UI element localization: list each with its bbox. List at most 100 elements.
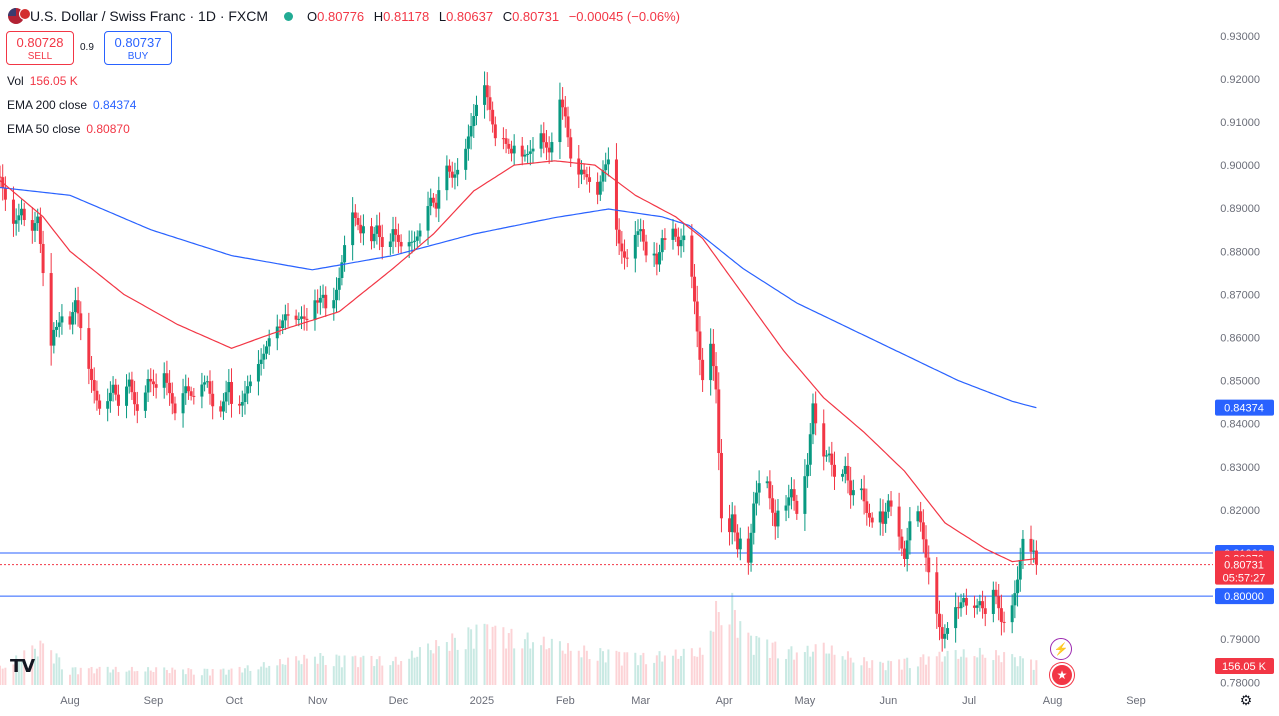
- candle-body: [501, 138, 505, 140]
- symbol-title[interactable]: U.S. Dollar / Swiss Franc · 1D · FXCM: [30, 8, 269, 24]
- volume-bar: [287, 657, 290, 685]
- volume-bar: [168, 673, 171, 685]
- candle-body: [267, 338, 271, 347]
- volume-bar: [981, 654, 984, 685]
- candle-body: [111, 384, 115, 393]
- candle-body: [671, 228, 675, 240]
- economic-event-icon[interactable]: ★: [1050, 663, 1074, 687]
- candle-body: [859, 488, 863, 491]
- volume-bar: [803, 652, 806, 685]
- volume-bar: [69, 674, 71, 685]
- y-tick-label: 0.88000: [1220, 246, 1260, 258]
- volume-bar: [567, 643, 570, 685]
- volume-bar: [95, 668, 98, 685]
- candle-body: [151, 381, 155, 385]
- volume-bar: [494, 625, 497, 685]
- candle-body: [184, 386, 188, 394]
- volume-bar: [682, 648, 685, 685]
- candle-body: [149, 378, 153, 382]
- candle-body: [186, 386, 190, 392]
- candle-body: [865, 501, 869, 513]
- candle-body: [227, 382, 231, 393]
- volume-bar: [246, 665, 249, 685]
- volume-bar: [265, 667, 268, 685]
- volume-bar: [357, 667, 360, 685]
- volume-bar: [607, 649, 610, 685]
- candle-body: [746, 538, 750, 563]
- candle-body: [248, 381, 252, 387]
- volume-bar: [709, 630, 712, 685]
- volume-bar: [206, 668, 209, 685]
- volume-bar: [1, 668, 4, 685]
- candle-body: [660, 238, 664, 253]
- candle-body: [719, 453, 723, 519]
- sell-button[interactable]: 0.80728 SELL: [6, 31, 74, 65]
- buy-button[interactable]: 0.80737 BUY: [104, 31, 172, 65]
- volume-bar: [456, 649, 459, 685]
- volume-bar: [903, 658, 906, 685]
- candle-body: [369, 226, 373, 242]
- candle-body: [391, 229, 395, 242]
- volume-bar: [453, 637, 456, 685]
- candle-body: [294, 315, 298, 320]
- indicator-volume[interactable]: Vol 156.05 K: [7, 74, 78, 88]
- candle-body: [343, 245, 347, 263]
- volume-bar: [602, 651, 604, 685]
- volume-bar: [413, 657, 416, 685]
- indicator-ema50[interactable]: EMA 50 close 0.80870: [7, 122, 130, 136]
- candle-body: [189, 391, 193, 396]
- volume-bar: [545, 649, 548, 685]
- volume-bar: [865, 661, 868, 685]
- x-tick-label: 2025: [470, 695, 494, 707]
- volume-bar: [596, 660, 599, 685]
- volume-bar: [173, 669, 176, 685]
- volume-bar: [483, 623, 486, 685]
- candle-body: [544, 142, 548, 148]
- candle-body: [711, 343, 715, 367]
- candle-body: [652, 253, 656, 256]
- x-tick-label: Sep: [1126, 695, 1146, 707]
- volume-bar: [712, 631, 715, 685]
- volume-bar: [93, 673, 96, 685]
- candle-body: [256, 364, 260, 382]
- candle-body: [765, 481, 769, 484]
- volume-bar: [978, 647, 981, 685]
- volume-bar: [809, 656, 812, 685]
- candle-body: [396, 234, 400, 242]
- candle-body: [493, 124, 497, 139]
- volume-bar: [768, 657, 771, 685]
- candle-body: [754, 492, 758, 504]
- volume-bar: [569, 650, 572, 685]
- volume-bar: [698, 647, 701, 685]
- candle-body: [776, 510, 780, 527]
- volume-bar: [90, 666, 93, 685]
- candle-body: [154, 384, 158, 388]
- volume-bar: [238, 666, 241, 685]
- candle-body: [130, 379, 134, 393]
- candle-body: [695, 301, 699, 332]
- market-status-icon[interactable]: [284, 11, 294, 21]
- lightning-icon[interactable]: ⚡: [1050, 638, 1072, 660]
- candle-body: [824, 455, 828, 457]
- volume-bar: [645, 664, 648, 685]
- volume-bar: [351, 656, 354, 685]
- y-tick-label: 0.90000: [1220, 160, 1260, 172]
- candle-body: [378, 225, 382, 238]
- gear-icon[interactable]: ⚙: [1239, 692, 1253, 708]
- candle-body: [168, 382, 172, 394]
- volume-bar: [532, 642, 535, 685]
- candle-body: [784, 505, 788, 511]
- volume-bar: [230, 668, 233, 685]
- candle-body: [601, 170, 605, 182]
- volume-bar: [429, 650, 432, 685]
- y-tick-label: 0.84000: [1220, 419, 1260, 431]
- tradingview-logo[interactable]: TV: [10, 656, 35, 677]
- volume-bar: [671, 655, 674, 685]
- candle-body: [79, 313, 83, 329]
- indicator-ema200[interactable]: EMA 200 close 0.84374: [7, 98, 137, 112]
- candle-body: [313, 300, 317, 320]
- volume-bar: [257, 669, 260, 685]
- candle-body: [994, 589, 998, 597]
- volume-bar: [39, 640, 42, 685]
